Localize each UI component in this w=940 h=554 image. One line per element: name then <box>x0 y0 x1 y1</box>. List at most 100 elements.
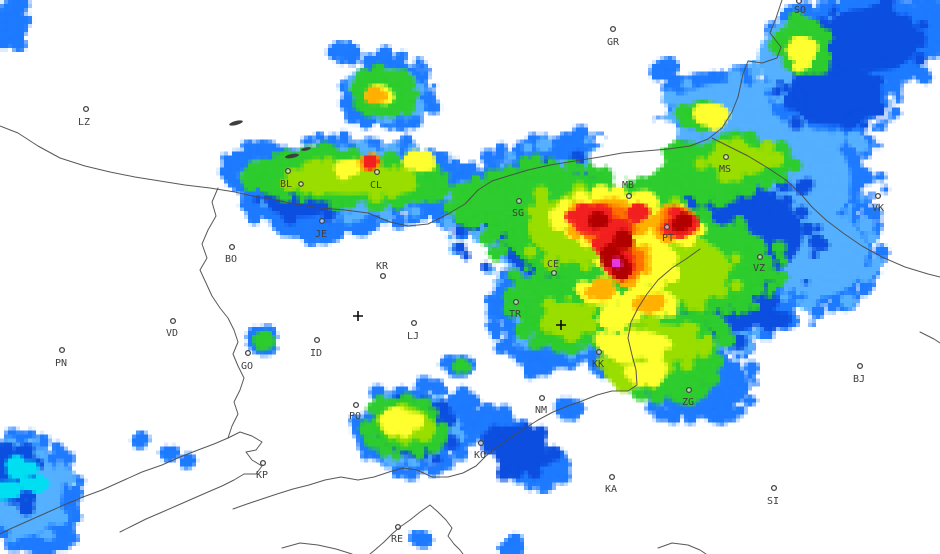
station-dot-icon <box>663 223 671 231</box>
border-line-austria-slovenia-north <box>247 96 739 227</box>
station-so: SO <box>794 0 806 16</box>
station-id: ID <box>310 336 322 359</box>
station-dot-icon <box>795 0 803 5</box>
station-zg: ZG <box>682 386 694 408</box>
station-label: LJ <box>407 331 419 342</box>
station-dot-icon <box>550 269 558 277</box>
station-markers-group: GR SO LZ MS BL CL MB VK SG JE PT BO VZ KR CE TR VD LJ ID PN… <box>55 0 884 545</box>
station-mb: MB <box>622 180 634 200</box>
lake <box>229 120 243 126</box>
station-label: BJ <box>853 374 865 385</box>
border-line-austria-hungary-north <box>737 0 783 98</box>
station-ce: CE <box>547 259 559 277</box>
station-vk: VK <box>872 192 884 214</box>
station-si: SI <box>767 484 779 507</box>
station-label: TR <box>509 309 522 320</box>
border-line-italy-austria-west <box>0 125 249 196</box>
lake <box>301 147 311 151</box>
border-line-italy-slovenia-west <box>199 187 245 439</box>
station-dot-icon <box>394 523 402 531</box>
radar-site-cross <box>353 311 363 321</box>
station-label: VK <box>872 203 884 214</box>
station-label: GO <box>241 361 253 372</box>
border-line-istria-coast <box>119 431 263 533</box>
border-line-coast-fragment-south <box>281 542 353 554</box>
station-dot-icon <box>352 401 360 409</box>
station-label: LZ <box>78 117 90 128</box>
border-line-slovenia-croatia-east <box>232 248 701 510</box>
border-line-border-fragment-bottom <box>657 542 707 554</box>
station-ko: KO <box>474 439 486 461</box>
station-label: SI <box>767 496 779 507</box>
station-po: PO <box>349 401 361 422</box>
station-dot-icon <box>609 25 617 33</box>
station-vz: VZ <box>753 253 765 274</box>
station-label: ZG <box>682 397 694 408</box>
station-label: VD <box>166 328 178 339</box>
station-dot-icon <box>608 473 616 481</box>
station-go: GO <box>241 349 253 372</box>
station-dot-icon <box>313 336 321 344</box>
station-label: ID <box>310 348 322 359</box>
station-label: SO <box>794 5 806 16</box>
station-dot-icon <box>410 319 418 327</box>
station-dot-icon <box>595 348 603 356</box>
station-tr: TR <box>509 298 522 320</box>
station-dot-icon <box>874 192 882 200</box>
station-label: CL <box>370 180 382 191</box>
station-label: VZ <box>753 263 765 274</box>
station-dot-icon <box>512 298 520 306</box>
station-label: BO <box>225 254 237 265</box>
station-dot-icon <box>298 181 304 187</box>
station-dot-icon <box>318 217 326 225</box>
station-label: RE <box>391 534 403 545</box>
station-dot-icon <box>373 168 381 176</box>
station-dot-icon <box>284 167 292 175</box>
station-pt: PT <box>662 223 674 244</box>
station-label: PN <box>55 358 67 369</box>
station-kr: KR <box>376 261 389 280</box>
station-label: KR <box>376 261 389 272</box>
station-label: KK <box>592 359 604 370</box>
station-vd: VD <box>166 317 178 339</box>
station-kp: KP <box>256 459 268 481</box>
station-label: CE <box>547 259 559 270</box>
station-dot-icon <box>856 362 864 370</box>
station-ms: MS <box>719 153 731 175</box>
border-line-hungary-croatia-ne <box>711 137 940 278</box>
station-pn: PN <box>55 346 67 369</box>
lakes-group <box>229 120 311 159</box>
radar-site-cross <box>556 320 566 330</box>
border-line-kvarner-coast-west <box>369 504 431 554</box>
station-label: JE <box>315 229 327 240</box>
station-dot-icon <box>259 459 267 467</box>
station-bl: BL <box>280 167 292 190</box>
station-dot-icon <box>379 272 387 280</box>
station-bo: BO <box>225 243 237 265</box>
station-cl: CL <box>370 168 382 191</box>
border-line-kvarner-coast-east <box>429 504 464 554</box>
station-sg: SG <box>512 197 524 219</box>
border-line-trieste-gulf-coast <box>0 437 229 535</box>
station-re: RE <box>391 523 403 545</box>
station-dot-icon <box>722 153 730 161</box>
station-label: PO <box>349 411 361 422</box>
station-kk: KK <box>592 348 604 370</box>
station-dot-icon <box>82 105 90 113</box>
station-label: BL <box>280 179 292 190</box>
radar-site-crosses-group <box>353 311 566 330</box>
station-dot-icon <box>538 394 546 402</box>
station-label: KO <box>474 450 486 461</box>
station-dot-icon <box>756 253 764 261</box>
station-dot-icon <box>244 349 252 357</box>
station-nm: NM <box>535 394 547 416</box>
station-dot-icon <box>625 192 633 200</box>
station-label: SG <box>512 208 524 219</box>
station-dot-icon <box>477 439 485 447</box>
station-label: KA <box>605 484 617 495</box>
station-dot-icon <box>515 197 523 205</box>
